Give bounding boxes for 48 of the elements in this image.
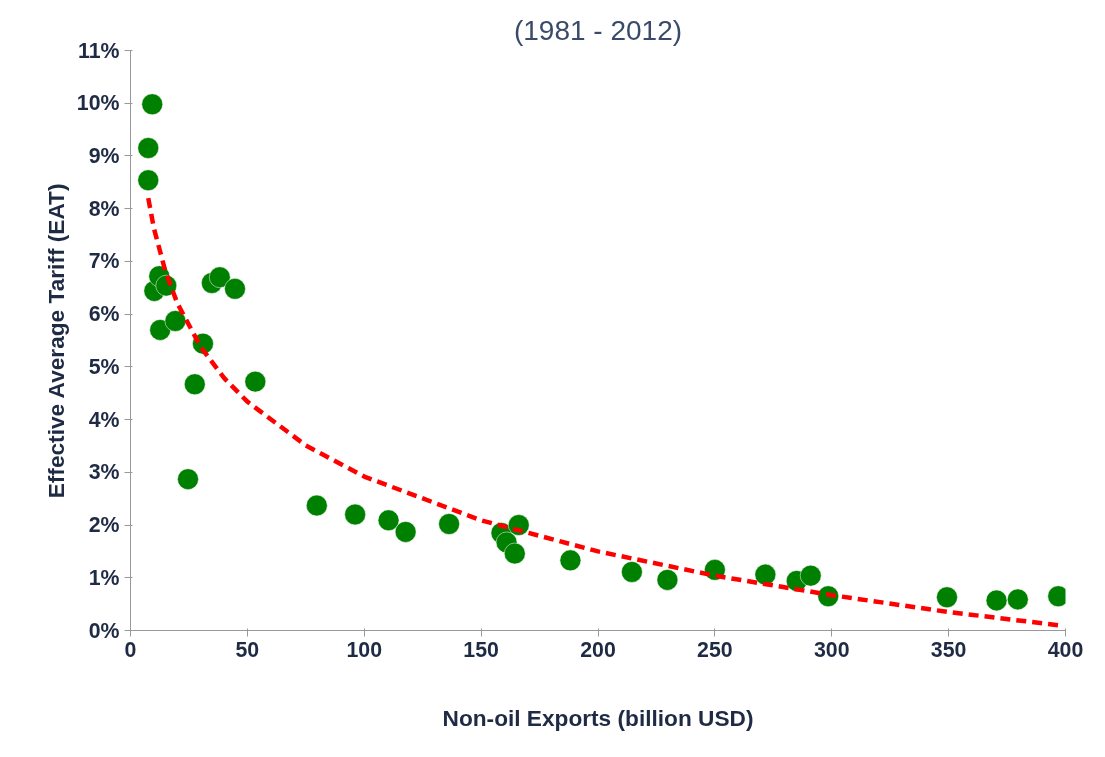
y-tick-label: 9%	[88, 143, 120, 168]
y-tick-label: 6%	[88, 302, 120, 327]
y-tick-label: 0%	[88, 618, 120, 643]
point	[394, 521, 417, 543]
point	[377, 509, 400, 532]
point	[177, 468, 199, 490]
point	[137, 137, 160, 159]
y-tick-label: 11%	[77, 38, 120, 63]
x-tick-label: 100	[346, 637, 383, 662]
y-tick-label: 1%	[88, 565, 120, 590]
x-tick-label: 400	[1047, 637, 1084, 662]
point	[306, 494, 328, 517]
point	[799, 564, 822, 587]
point	[344, 503, 366, 526]
y-tick-label: 2%	[88, 513, 120, 538]
point	[244, 370, 267, 393]
point	[754, 563, 777, 586]
y-tick-label: 10%	[76, 91, 120, 116]
x-tick-label: 250	[697, 637, 733, 662]
point	[1007, 588, 1029, 611]
point	[137, 169, 160, 191]
x-tick-label: 50	[235, 637, 260, 662]
point	[209, 266, 231, 288]
point	[141, 93, 163, 116]
x-axis-title: Non-oil Exports (billion USD)	[442, 704, 754, 731]
y-tick-label: 3%	[88, 460, 120, 485]
point	[559, 549, 582, 572]
point	[224, 278, 246, 300]
x-tick-label: 200	[580, 637, 616, 662]
point	[504, 542, 526, 565]
y-tick-label: 7%	[88, 249, 120, 274]
x-tick-label: 350	[930, 637, 967, 662]
point	[164, 310, 187, 332]
y-tick-label: 8%	[88, 196, 120, 221]
chart-title: (1981 - 2012)	[513, 14, 683, 46]
y-axis-title: Effective Average Tariff (EAT)	[42, 183, 69, 499]
point	[656, 569, 679, 591]
point	[985, 589, 1008, 612]
line-series	[146, 195, 1061, 628]
point	[936, 586, 958, 609]
x-tick-label: 0	[124, 637, 137, 662]
x-tick-label: 150	[463, 637, 499, 662]
y-tick-label: 4%	[88, 407, 120, 432]
point	[438, 513, 460, 535]
point	[621, 561, 643, 583]
x-tick-label: 300	[813, 637, 850, 662]
y-tick-label: 5%	[88, 354, 120, 379]
point	[184, 373, 206, 395]
